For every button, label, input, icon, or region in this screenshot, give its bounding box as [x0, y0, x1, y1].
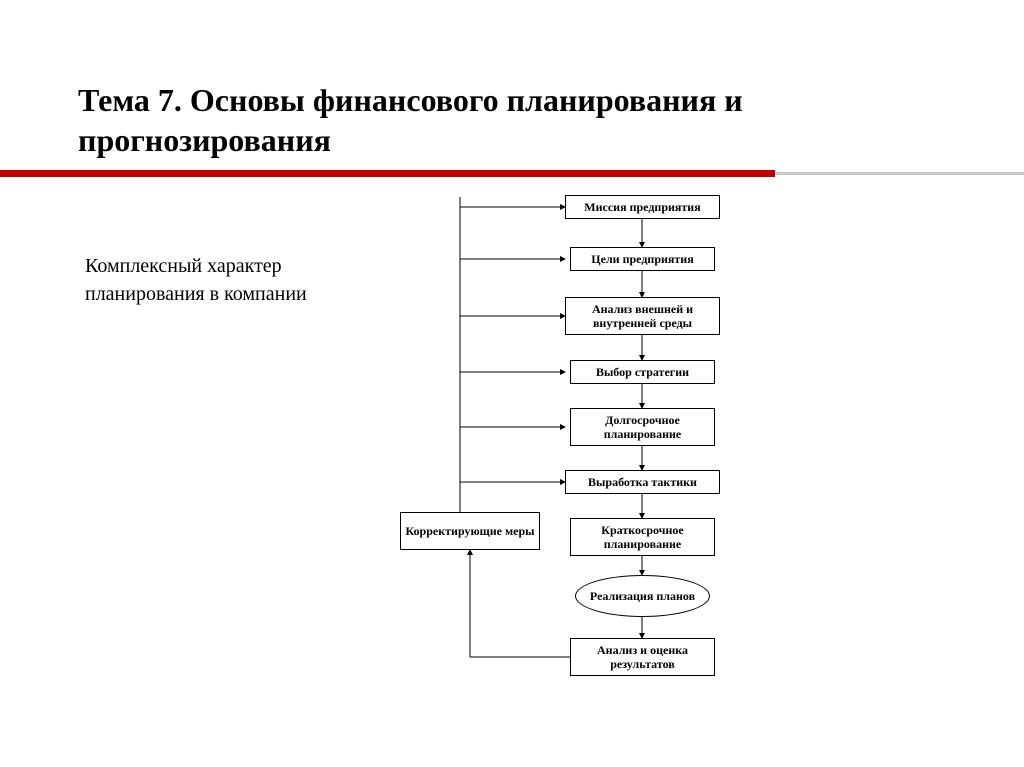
node-n4: Выбор стратегии	[570, 360, 715, 384]
node-n8: Реализация планов	[575, 575, 710, 617]
accent-bar	[0, 170, 775, 177]
grey-bar	[775, 172, 1024, 175]
node-n6: Выработка тактики	[565, 470, 720, 494]
node-n3: Анализ внешней и внутренней среды	[565, 297, 720, 335]
node-k: Корректирующие меры	[400, 512, 540, 550]
node-n7: Краткосрочное планирование	[570, 518, 715, 556]
node-n5: Долгосрочное планирование	[570, 408, 715, 446]
node-n9: Анализ и оценка результатов	[570, 638, 715, 676]
slide: Тема 7. Основы финансового планирования …	[0, 0, 1024, 767]
slide-subtitle: Комплексный характер планирования в комп…	[85, 252, 405, 308]
node-n2: Цели предприятия	[570, 247, 715, 271]
slide-title: Тема 7. Основы финансового планирования …	[78, 80, 948, 160]
node-n1: Миссия предприятия	[565, 195, 720, 219]
